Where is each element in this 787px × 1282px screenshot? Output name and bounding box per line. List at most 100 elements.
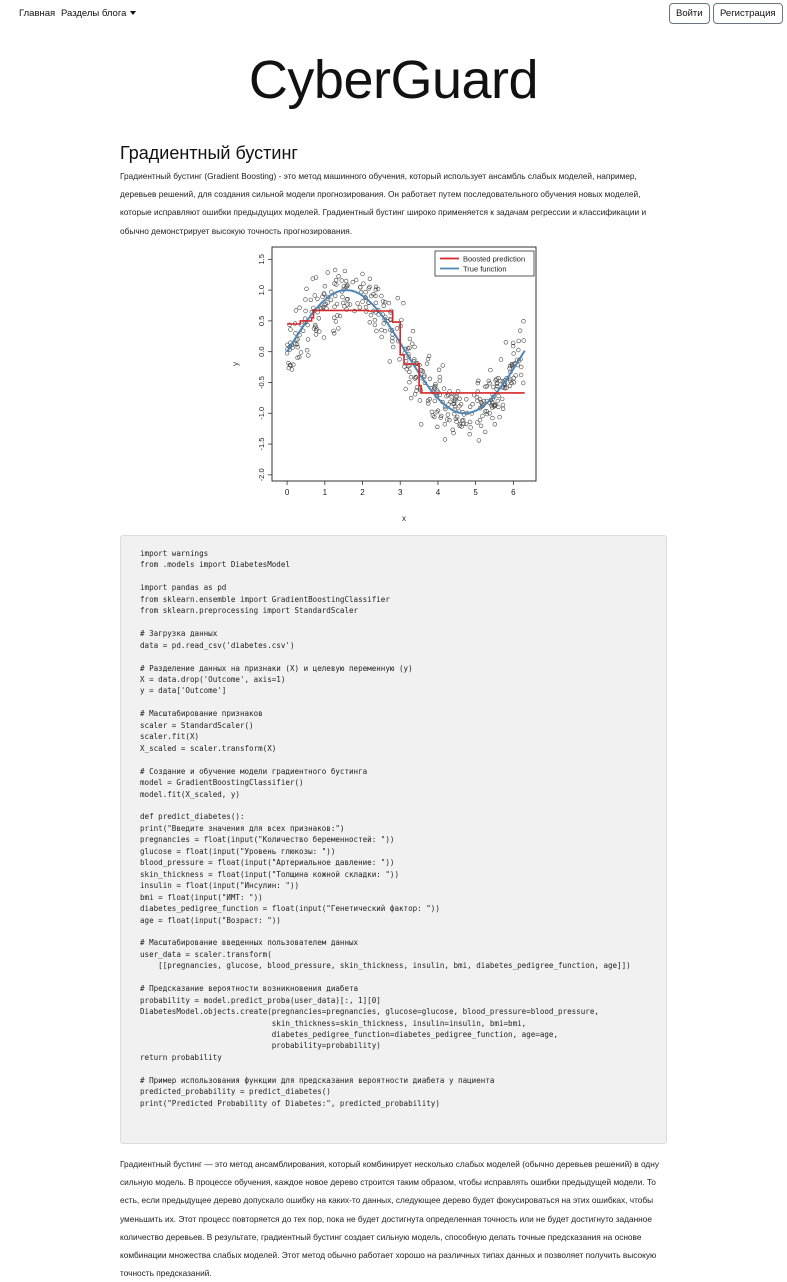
scatter-point bbox=[500, 402, 506, 408]
scatter-point bbox=[333, 293, 338, 299]
scatter-point bbox=[433, 383, 438, 389]
login-button[interactable]: Войти bbox=[669, 3, 710, 24]
scatter-point bbox=[442, 422, 448, 427]
scatter-point bbox=[488, 367, 493, 373]
nav-sections-dropdown[interactable]: Разделы блога bbox=[61, 8, 137, 19]
scatter-point bbox=[322, 302, 327, 308]
scatter-point bbox=[367, 276, 373, 281]
scatter-point bbox=[415, 360, 420, 366]
scatter-point bbox=[305, 322, 310, 328]
scatter-point bbox=[353, 277, 359, 283]
x-tick-label: 4 bbox=[436, 488, 441, 497]
scatter-point bbox=[442, 437, 448, 442]
scatter-point bbox=[458, 402, 464, 407]
scatter-point bbox=[373, 300, 379, 305]
scatter-point bbox=[294, 342, 300, 347]
scatter-point bbox=[337, 313, 343, 319]
scatter-point bbox=[361, 281, 366, 286]
scatter-point bbox=[513, 373, 518, 378]
nav-sections-label: Разделы блога bbox=[61, 8, 127, 19]
scatter-point bbox=[336, 274, 341, 279]
scatter-point bbox=[452, 404, 458, 409]
scatter-point bbox=[333, 319, 339, 324]
scatter-point bbox=[424, 361, 430, 366]
scatter-point bbox=[468, 425, 473, 430]
scatter-point bbox=[516, 347, 521, 353]
scatter-point bbox=[375, 286, 381, 292]
scatter-point bbox=[449, 394, 454, 399]
scatter-point bbox=[407, 345, 412, 351]
y-tick-label: -0.5 bbox=[257, 376, 266, 389]
scatter-point bbox=[511, 340, 516, 346]
scatter-point bbox=[331, 331, 337, 336]
scatter-point bbox=[495, 384, 500, 389]
scatter-point bbox=[407, 336, 413, 342]
nav-home-link[interactable]: Главная bbox=[19, 8, 56, 19]
scatter-point bbox=[453, 416, 459, 422]
scatter-point bbox=[403, 386, 408, 392]
scatter-point bbox=[334, 301, 340, 307]
x-tick-label: 1 bbox=[323, 488, 328, 497]
scatter-point bbox=[431, 385, 437, 390]
scatter-point bbox=[437, 374, 443, 380]
scatter-point bbox=[444, 394, 449, 399]
y-tick-label: 0.0 bbox=[257, 346, 266, 356]
scatter-point bbox=[494, 376, 499, 382]
x-tick-label: 6 bbox=[511, 488, 516, 497]
y-axis-label: y bbox=[231, 362, 240, 366]
scatter-point bbox=[380, 299, 386, 304]
scatter-point bbox=[297, 305, 302, 310]
scatter-point bbox=[363, 304, 369, 310]
scatter-point bbox=[288, 363, 293, 368]
legend-boosted-label: Boosted prediction bbox=[463, 255, 525, 264]
boosted-prediction-line bbox=[287, 309, 525, 394]
scatter-point bbox=[345, 283, 350, 289]
scatter-point bbox=[303, 297, 308, 302]
intro-paragraph: Градиентный бустинг (Gradient Boosting) … bbox=[120, 171, 647, 236]
scatter-point bbox=[479, 401, 485, 406]
scatter-point bbox=[360, 299, 365, 304]
scatter-point bbox=[516, 338, 521, 344]
scatter-point bbox=[342, 268, 348, 274]
scatter-point bbox=[477, 417, 483, 423]
scatter-point bbox=[412, 344, 417, 350]
scatter-point bbox=[422, 373, 427, 378]
scatter-point bbox=[344, 307, 349, 312]
scatter-point bbox=[454, 394, 459, 399]
scatter-point bbox=[368, 312, 374, 318]
scatter-point bbox=[518, 372, 524, 378]
scatter-point bbox=[432, 414, 437, 420]
scatter-point bbox=[487, 411, 492, 416]
scatter-point bbox=[410, 328, 416, 334]
scatter-point bbox=[497, 414, 502, 420]
scatter-point bbox=[440, 363, 446, 368]
chevron-down-icon bbox=[130, 11, 137, 15]
scatter-point bbox=[339, 278, 345, 283]
scatter-point bbox=[407, 380, 412, 385]
article-outro: Градиентный бустинг — это метод ансамбли… bbox=[120, 1155, 668, 1282]
register-button[interactable]: Регистрация bbox=[713, 3, 783, 24]
scatter-point bbox=[323, 301, 329, 307]
scatter-point bbox=[451, 430, 456, 436]
scatter-point bbox=[425, 398, 431, 403]
scatter-point bbox=[295, 344, 300, 350]
scatter-point bbox=[292, 341, 298, 347]
scatter-point bbox=[491, 404, 497, 409]
y-tick-label: -2.0 bbox=[257, 468, 266, 481]
article-title: Градиентный бустинг bbox=[120, 143, 298, 163]
scatter-point bbox=[360, 271, 365, 277]
scatter-point bbox=[464, 421, 469, 427]
scatter-point bbox=[379, 293, 384, 299]
scatter-point bbox=[293, 308, 299, 313]
scatter-point bbox=[357, 305, 363, 310]
scatter-point bbox=[305, 337, 311, 342]
scatter-point bbox=[372, 317, 378, 323]
scatter-point bbox=[475, 380, 481, 386]
scatter-point bbox=[482, 409, 488, 414]
scatter-point bbox=[382, 299, 388, 305]
scatter-point bbox=[387, 359, 393, 364]
scatter-point bbox=[312, 293, 318, 298]
scatter-point bbox=[332, 267, 338, 273]
scatter-point bbox=[507, 363, 513, 369]
scatter-point bbox=[343, 278, 349, 284]
